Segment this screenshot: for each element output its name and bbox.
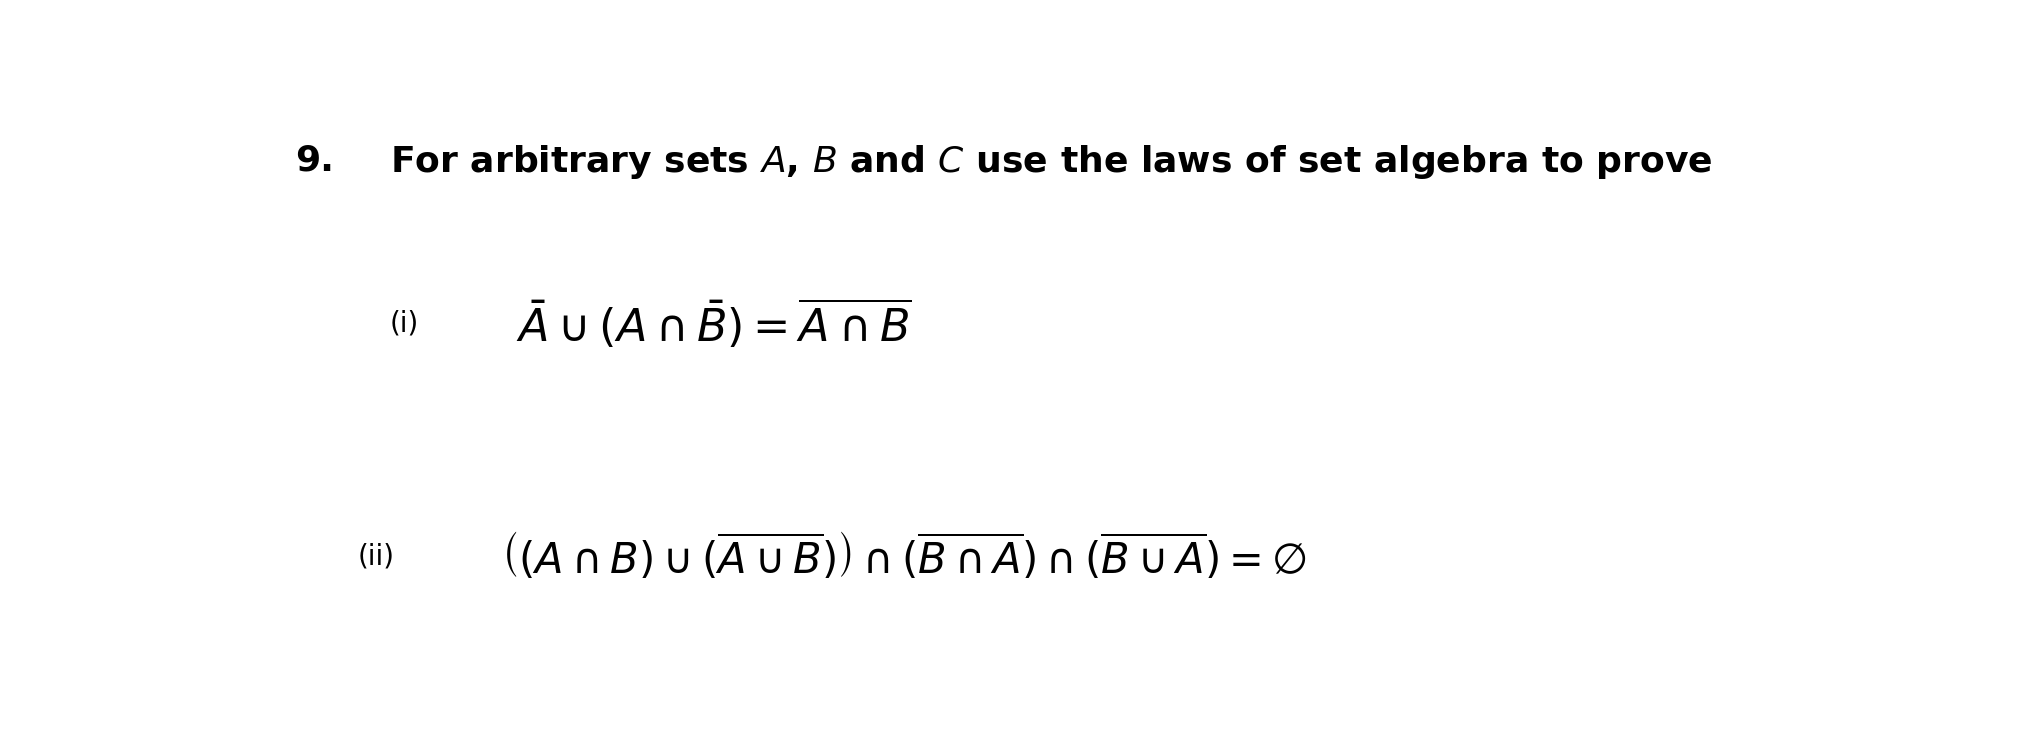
Text: 9.: 9. [294,143,333,177]
Text: $\left((A\cap B)\cup\left(\overline{A\cup B}\right)\right)\cap\left(\overline{B\: $\left((A\cap B)\cup\left(\overline{A\cu… [500,531,1307,582]
Text: (i): (i) [390,309,419,338]
Text: $\bar{A}\cup\left(A\cap\bar{B}\right)=\overline{A\cap B}$: $\bar{A}\cup\left(A\cap\bar{B}\right)=\o… [517,296,913,351]
Text: (ii): (ii) [357,542,394,571]
Text: For arbitrary sets $\mathit{A}$, $\mathit{B}$ and $\mathit{C}$ use the laws of s: For arbitrary sets $\mathit{A}$, $\mathi… [390,143,1713,181]
